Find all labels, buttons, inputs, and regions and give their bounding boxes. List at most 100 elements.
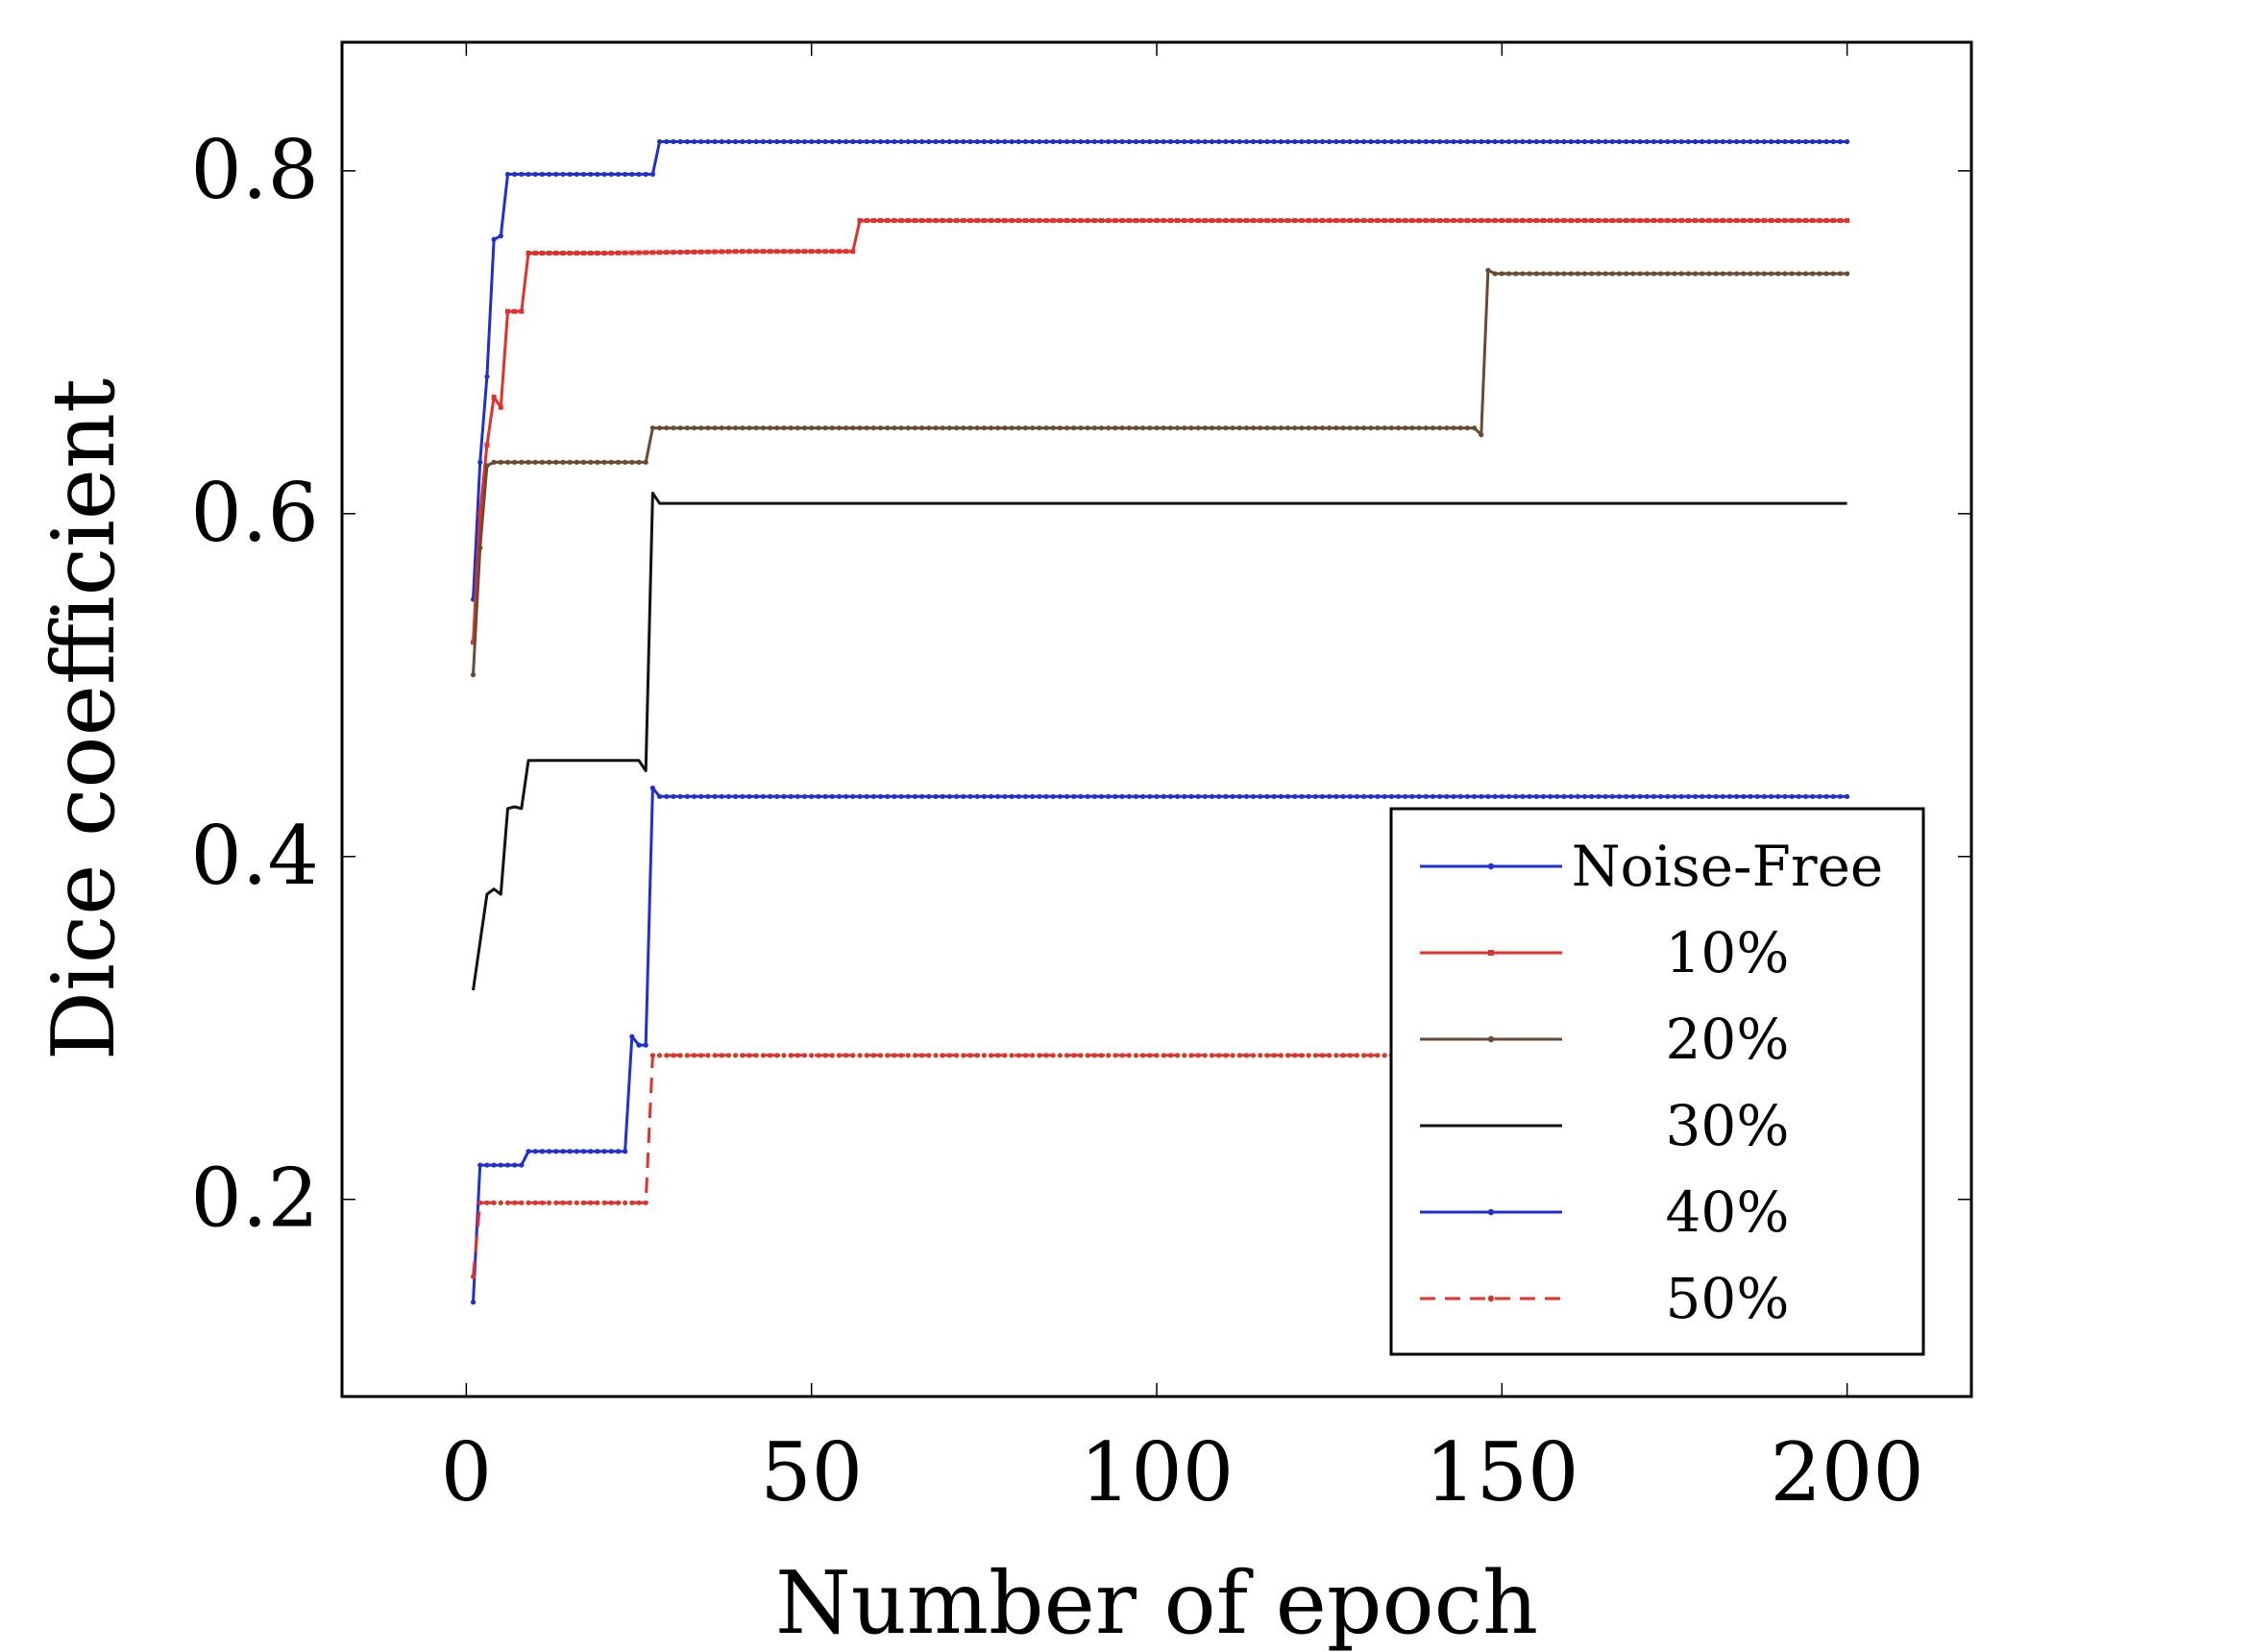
series-point <box>1167 218 1173 224</box>
series-point <box>1616 218 1622 224</box>
series-point <box>1685 138 1691 145</box>
series-point <box>1292 1053 1298 1058</box>
series-point <box>608 250 614 255</box>
series-point <box>1098 138 1105 145</box>
series-point <box>1713 138 1719 145</box>
series-point <box>1022 425 1029 431</box>
series-point <box>595 1200 600 1205</box>
series-point <box>1423 793 1429 799</box>
series-point <box>1223 138 1229 145</box>
legend-label: 30% <box>1666 1093 1790 1158</box>
series-point <box>712 793 718 799</box>
series-point <box>1154 793 1160 799</box>
series-point <box>1292 218 1298 224</box>
series-point <box>733 1053 739 1058</box>
series-point <box>623 171 628 178</box>
series-point <box>719 1053 724 1058</box>
series-point <box>774 425 780 431</box>
series-point <box>912 425 918 431</box>
series-point <box>1037 218 1042 224</box>
series-point <box>1823 138 1829 145</box>
series-point <box>781 138 787 145</box>
series-point <box>1258 138 1263 145</box>
series-point <box>1810 793 1816 799</box>
series-point <box>1741 138 1747 145</box>
series-point <box>1388 218 1394 224</box>
series-point <box>1278 425 1284 431</box>
series-point <box>1243 793 1250 799</box>
series-point <box>1126 1053 1132 1058</box>
legend-item: 20% <box>1420 1007 1789 1072</box>
series-point <box>623 1149 628 1154</box>
series-point <box>1078 218 1084 224</box>
series-point <box>1817 218 1822 224</box>
series-point <box>1464 793 1470 799</box>
series-point <box>698 793 704 799</box>
series-point <box>1057 793 1063 799</box>
series-point <box>1015 425 1021 431</box>
series-point <box>1251 218 1257 224</box>
series-point <box>857 1053 863 1058</box>
series-point <box>801 1053 808 1058</box>
series-point <box>656 1053 663 1058</box>
series-point <box>1416 793 1422 799</box>
series-point <box>946 138 953 145</box>
series-point <box>1243 425 1250 431</box>
series-point <box>1624 218 1629 224</box>
series-point <box>1457 218 1463 224</box>
series-point <box>1236 1053 1242 1058</box>
series-point <box>1333 1053 1339 1058</box>
series-point <box>601 251 607 256</box>
series-point <box>656 138 663 145</box>
x-tick-label: 0 <box>441 1425 492 1519</box>
series-point <box>601 1200 607 1205</box>
series-point <box>1423 425 1429 431</box>
series-point <box>1098 1053 1105 1058</box>
x-tick-label: 150 <box>1425 1425 1578 1519</box>
series-point <box>844 249 849 255</box>
series-point <box>1327 793 1333 799</box>
series-point <box>1520 793 1526 799</box>
series-point <box>898 218 904 224</box>
series-point <box>877 138 884 145</box>
series-point <box>967 793 973 799</box>
series-point <box>1195 138 1201 145</box>
series-point <box>1161 793 1166 799</box>
series-point <box>1761 218 1767 224</box>
legend-marker <box>1487 1295 1495 1302</box>
series-point <box>1292 138 1298 145</box>
series-point <box>1754 138 1760 145</box>
series-point <box>547 251 552 256</box>
series-point <box>905 218 911 224</box>
series-point <box>1596 138 1602 145</box>
series-point <box>1209 1053 1215 1058</box>
series-point <box>953 425 960 431</box>
series-point <box>1360 138 1367 145</box>
series-point <box>1437 793 1443 799</box>
legend-label: 50% <box>1666 1266 1790 1331</box>
series-point <box>1354 425 1360 431</box>
tick-layer: 0 50 100 150 200 0.2 0.4 0.6 0.8 <box>190 42 1971 1519</box>
series-point <box>1533 271 1539 277</box>
series-point <box>1216 138 1222 145</box>
series-point <box>574 459 579 465</box>
series-point <box>1258 1053 1263 1058</box>
series-point <box>1057 218 1063 224</box>
series-point <box>1748 138 1753 145</box>
series-point <box>692 249 697 255</box>
series-point <box>1637 218 1643 224</box>
series-point <box>677 425 683 431</box>
series-point <box>1375 1053 1381 1058</box>
series-point <box>1022 1053 1029 1058</box>
series-point <box>740 1053 746 1058</box>
series-point <box>560 251 566 256</box>
series-point <box>1658 271 1664 277</box>
series-point <box>1581 793 1588 799</box>
series-point <box>898 1053 904 1058</box>
series-point <box>1119 793 1125 799</box>
series-point <box>1106 1053 1112 1058</box>
series-point <box>1119 138 1125 145</box>
series-point <box>1209 793 1215 799</box>
series-point <box>1133 218 1138 224</box>
series-point <box>1837 218 1843 224</box>
